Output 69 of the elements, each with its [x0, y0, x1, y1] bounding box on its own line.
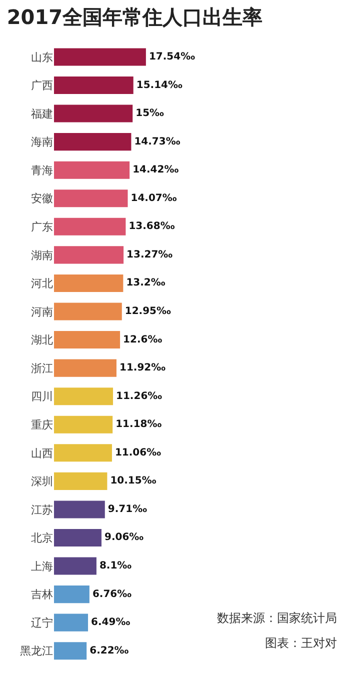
data-label: 11.92‰ — [119, 362, 166, 374]
y-tick-label: 湖南 — [31, 248, 53, 262]
bar — [54, 444, 112, 462]
bar — [54, 161, 130, 179]
bar — [54, 642, 87, 660]
y-tick-label: 辽宁 — [31, 616, 53, 630]
y-tick-label: 安徽 — [31, 192, 53, 206]
data-label: 15‰ — [136, 108, 165, 120]
data-label: 14.73‰ — [134, 136, 181, 148]
y-tick-label: 广东 — [31, 220, 53, 234]
bar — [54, 614, 88, 632]
y-tick-label: 广西 — [31, 79, 53, 92]
y-tick-label: 青海 — [31, 164, 53, 177]
bar — [54, 302, 122, 320]
y-tick-label: 山西 — [31, 446, 53, 460]
y-tick-label: 黑龙江 — [20, 644, 53, 658]
source-note: 数据来源：国家统计局 — [217, 611, 337, 625]
bar — [54, 76, 134, 94]
data-label: 17.54‰ — [148, 51, 196, 62]
y-tick-label: 北京 — [31, 532, 53, 545]
bar — [54, 416, 113, 434]
y-tick-label: 湖北 — [31, 334, 53, 347]
data-label: 14.42‰ — [132, 164, 180, 176]
data-label: 6.22‰ — [90, 645, 130, 656]
y-tick-label: 山东 — [31, 50, 53, 64]
data-label: 15.14‰ — [136, 80, 183, 91]
y-tick-label: 重庆 — [31, 418, 53, 432]
bar — [54, 557, 96, 575]
y-tick-label: 上海 — [31, 560, 53, 573]
data-label: 9.06‰ — [104, 532, 144, 544]
data-label: 11.26‰ — [116, 390, 163, 402]
y-tick-label: 河南 — [31, 305, 53, 318]
y-tick-label: 浙江 — [31, 362, 53, 375]
data-label: 11.06‰ — [114, 447, 162, 458]
bar — [54, 246, 124, 264]
data-label: 10.15‰ — [110, 476, 157, 487]
y-tick-label: 河北 — [31, 277, 53, 290]
data-label: 6.76‰ — [92, 588, 132, 600]
data-label: 9.71‰ — [108, 504, 148, 515]
data-label: 13.27‰ — [126, 249, 174, 260]
data-label: 8.1‰ — [99, 560, 132, 572]
bar — [54, 48, 146, 66]
data-label: 14.07‰ — [130, 192, 178, 204]
text: 图表：王对对 — [265, 636, 337, 650]
y-tick-label: 海南 — [31, 136, 53, 149]
data-label: 13.2‰ — [126, 278, 166, 289]
y-tick-label: 江苏 — [31, 503, 53, 516]
y-tick-label: 深圳 — [31, 475, 53, 488]
y-tick-label: 四川 — [31, 390, 53, 404]
bar — [54, 388, 114, 406]
bar — [54, 190, 128, 208]
bar — [54, 104, 133, 122]
data-label: 12.95‰ — [124, 306, 172, 317]
bar — [54, 472, 108, 490]
bar — [54, 133, 132, 151]
bar — [54, 359, 116, 377]
chart-title: 2017全国年常住人口出生率 — [6, 5, 263, 30]
bar — [54, 274, 124, 292]
data-label: 13.68‰ — [128, 221, 176, 232]
data-label: 12.6‰ — [123, 334, 163, 346]
data-label: 6.49‰ — [91, 617, 131, 628]
bar — [54, 586, 90, 604]
data-label: 11.18‰ — [116, 419, 162, 430]
y-tick-label: 福建 — [31, 107, 53, 120]
bar — [54, 331, 120, 349]
y-tick-label: 吉林 — [31, 588, 53, 602]
bar — [54, 218, 126, 236]
bar — [54, 528, 102, 546]
bar — [54, 500, 105, 518]
